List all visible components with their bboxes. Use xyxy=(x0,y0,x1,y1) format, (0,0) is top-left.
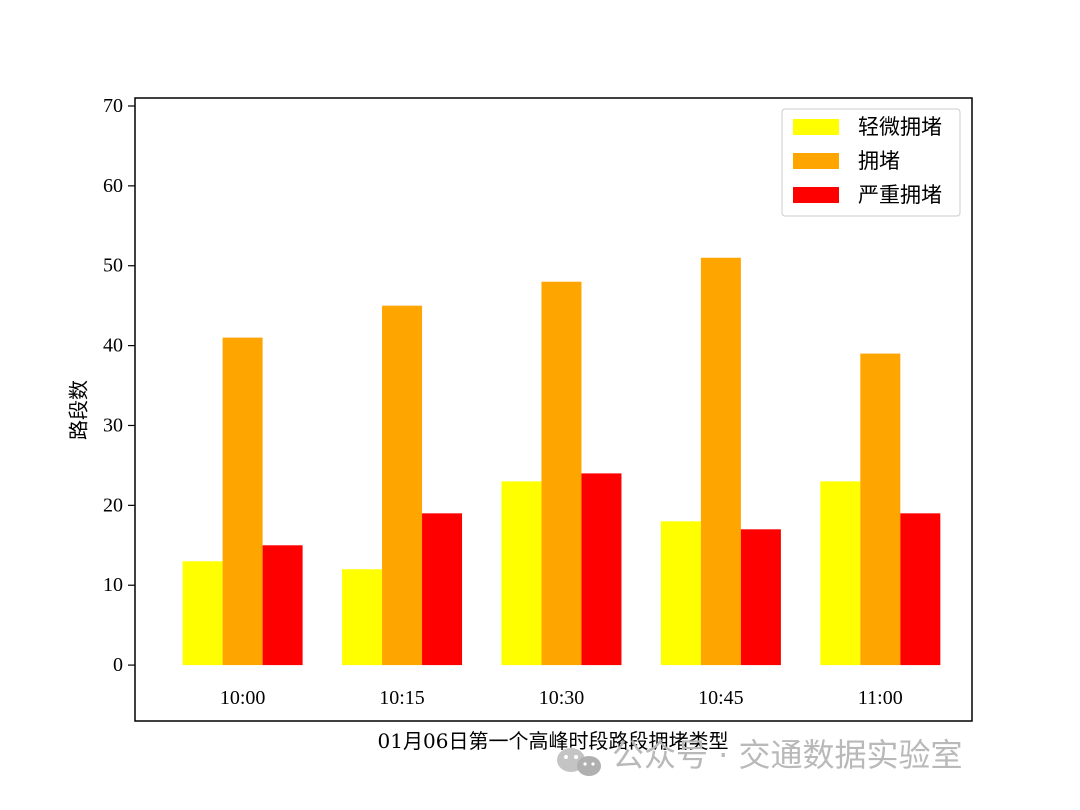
bar-1015-series-2 xyxy=(422,513,463,666)
bar-1030-series-2 xyxy=(581,473,622,666)
bar-1000-series-2 xyxy=(262,545,303,666)
bar-1045-series-1 xyxy=(700,257,741,666)
y-tick-label: 0 xyxy=(113,654,123,676)
x-tick-label: 11:00 xyxy=(858,687,903,709)
watermark: 公众号 · 交通数据实验室 xyxy=(557,736,963,776)
x-tick-label: 10:15 xyxy=(379,687,425,709)
y-tick-label: 30 xyxy=(103,414,123,436)
y-tick-label: 60 xyxy=(103,175,123,197)
y-tick-label: 10 xyxy=(103,574,123,596)
y-axis-label: 路段数 xyxy=(67,380,91,440)
y-tick-label: 70 xyxy=(103,95,123,117)
bar-1030-series-1 xyxy=(541,281,582,666)
bar-1015-series-0 xyxy=(342,569,383,666)
bar-1015-series-1 xyxy=(382,305,423,666)
bar-1045-series-0 xyxy=(660,521,701,666)
legend-label: 轻微拥堵 xyxy=(858,115,942,139)
watermark-text: 公众号 · 交通数据实验室 xyxy=(612,736,963,774)
bar-1100-series-1 xyxy=(860,353,901,666)
bar-1000-series-0 xyxy=(182,561,223,666)
x-tick-label: 10:30 xyxy=(539,687,585,709)
wechat-icon xyxy=(557,748,601,776)
x-tick-label: 10:00 xyxy=(220,687,266,709)
legend-swatch xyxy=(793,153,839,169)
legend-label: 严重拥堵 xyxy=(858,183,942,207)
x-axis-label: 01月06日第一个高峰时段路段拥堵类型 xyxy=(378,729,729,753)
legend-swatch xyxy=(793,187,839,203)
bar-1000-series-1 xyxy=(222,337,263,666)
y-axis: 0 10 20 30 40 50 60 70 xyxy=(103,95,135,676)
bar-1030-series-0 xyxy=(501,481,542,666)
plot-frame xyxy=(134,97,973,722)
x-tick-label: 10:45 xyxy=(698,687,744,709)
bars-group xyxy=(182,257,941,666)
legend-swatch xyxy=(793,119,839,135)
y-tick-label: 20 xyxy=(103,494,123,516)
y-tick-label: 50 xyxy=(103,255,123,277)
legend-label: 拥堵 xyxy=(858,149,900,173)
bar-1100-series-2 xyxy=(900,513,941,666)
x-axis: 10:00 10:15 10:30 10:45 11:00 xyxy=(220,687,903,709)
bar-1100-series-0 xyxy=(820,481,861,666)
bar-1045-series-2 xyxy=(740,529,781,666)
y-tick-label: 40 xyxy=(103,335,123,357)
